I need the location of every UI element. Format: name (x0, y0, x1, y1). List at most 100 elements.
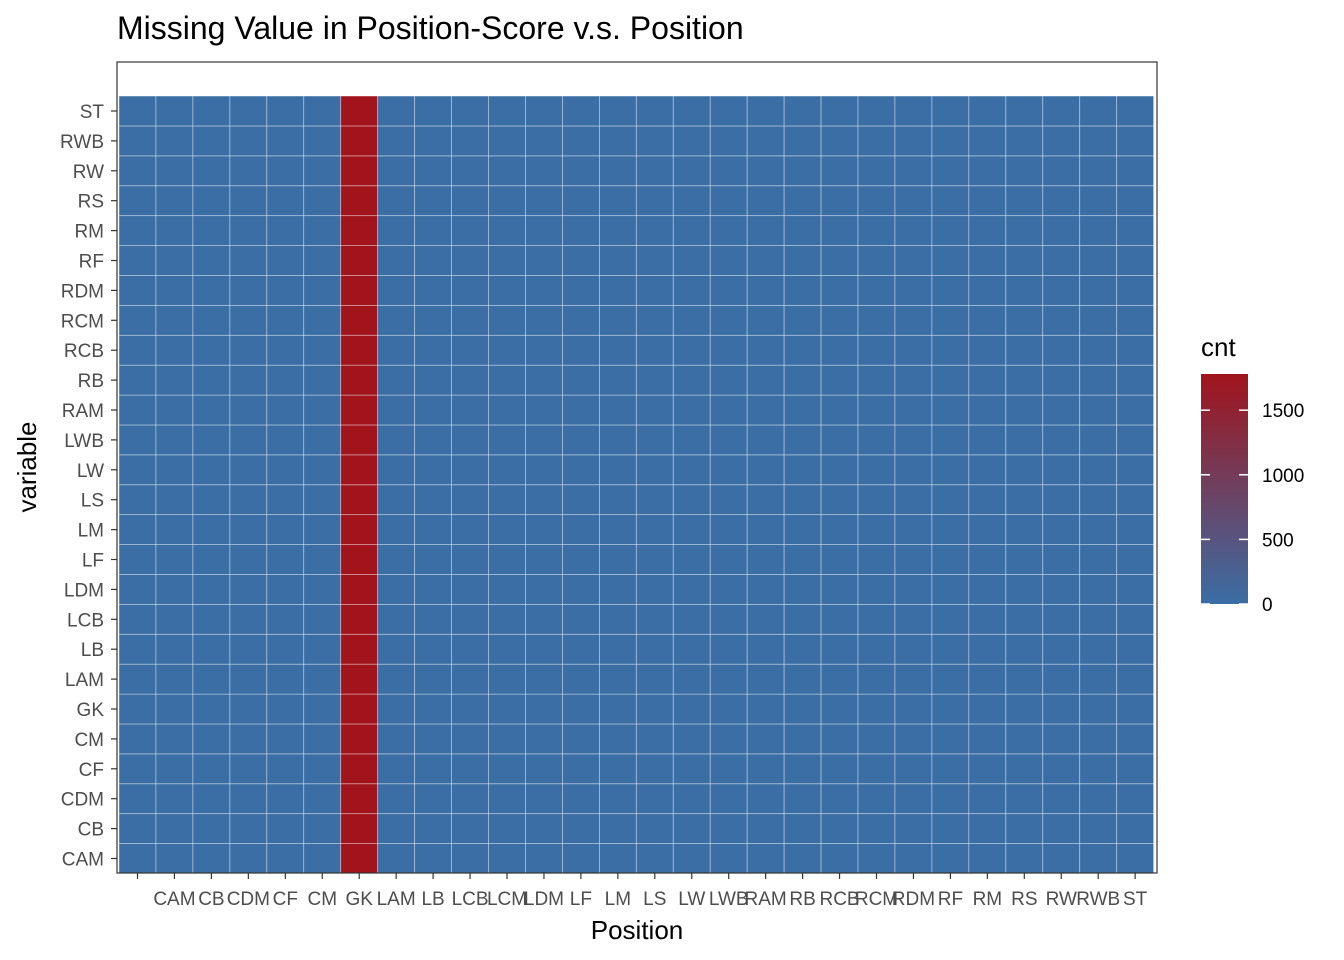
heatmap-tile (451, 544, 489, 575)
heatmap-tile (192, 215, 231, 246)
heatmap-tile (1005, 544, 1044, 575)
heatmap-tile (525, 334, 563, 366)
heatmap-tile (266, 544, 305, 575)
heatmap-tile (303, 753, 342, 785)
heatmap-tile (414, 514, 452, 545)
heatmap-tile (488, 304, 526, 336)
heatmap-tile (525, 454, 563, 486)
heatmap-tile (931, 185, 970, 217)
heatmap-tiles (118, 95, 1155, 874)
x-axis-title: Position (591, 915, 684, 945)
heatmap-tile (562, 544, 600, 575)
heatmap-tile (857, 574, 896, 605)
heatmap-tile (968, 95, 1007, 127)
heatmap-tile (340, 753, 379, 785)
heatmap-tile (820, 484, 859, 516)
heatmap-tile (1042, 364, 1081, 396)
heatmap-tile (931, 454, 970, 486)
heatmap-tile (488, 693, 526, 725)
heatmap-tile (598, 185, 637, 217)
heatmap-tile (377, 304, 416, 336)
heatmap-tile (340, 723, 379, 755)
heatmap-tile (857, 514, 896, 545)
heatmap-tile (155, 454, 194, 486)
heatmap-tile (562, 843, 600, 874)
heatmap-tile (1042, 603, 1081, 635)
heatmap-tile (783, 454, 822, 486)
heatmap-tile (820, 603, 859, 635)
x-tick-label: GK (345, 889, 373, 910)
heatmap-tile (783, 574, 822, 605)
y-tick-label: LF (82, 551, 104, 572)
heatmap-tile (451, 574, 489, 605)
heatmap-tile (931, 753, 970, 785)
heatmap-tile (1079, 663, 1118, 695)
heatmap-tile (931, 424, 970, 456)
heatmap-tile (1005, 95, 1044, 127)
heatmap-tile (1005, 753, 1044, 785)
heatmap-tile (192, 304, 231, 336)
heatmap-tile (598, 484, 637, 516)
heatmap-tile (488, 275, 526, 306)
heatmap-tile (709, 185, 748, 217)
heatmap-tile (414, 544, 452, 575)
heatmap-tile (155, 394, 194, 426)
heatmap-tile (783, 155, 822, 187)
heatmap-tile (118, 723, 157, 755)
heatmap-tile (894, 275, 933, 306)
heatmap-tile (266, 125, 305, 157)
x-tick-label: RDM (892, 889, 935, 910)
heatmap-tile (340, 843, 379, 874)
heatmap-tile (303, 574, 342, 605)
heatmap-tile (266, 663, 305, 695)
heatmap-tile (746, 424, 785, 456)
heatmap-tile (931, 334, 970, 366)
heatmap-tile (1079, 633, 1118, 665)
heatmap-tile (672, 843, 711, 874)
heatmap-tile (709, 633, 748, 665)
heatmap-tile (229, 603, 268, 635)
heatmap-tile (562, 603, 600, 635)
heatmap-tile (229, 155, 268, 187)
heatmap-tile (525, 843, 563, 874)
heatmap-tile (192, 364, 231, 396)
heatmap-tile (857, 125, 896, 157)
heatmap-tile (1079, 484, 1118, 516)
heatmap-tile (894, 364, 933, 396)
heatmap-tile (1116, 783, 1155, 815)
y-tick-label: LW (77, 461, 104, 482)
heatmap-tile (931, 723, 970, 755)
heatmap-tile (1005, 514, 1044, 545)
heatmap-tile (118, 663, 157, 695)
heatmap-tile (598, 245, 637, 276)
heatmap-tile (562, 574, 600, 605)
heatmap-tile (1079, 334, 1118, 366)
heatmap-tile (451, 753, 489, 785)
x-tick-label: LCM (487, 889, 527, 910)
heatmap-tile (931, 514, 970, 545)
heatmap-tile (192, 813, 231, 844)
heatmap-tile (598, 215, 637, 246)
heatmap-tile (451, 843, 489, 874)
heatmap-tile (451, 364, 489, 396)
x-tick-label: RCB (819, 889, 859, 910)
heatmap-tile (340, 215, 379, 246)
heatmap-tile (488, 723, 526, 755)
heatmap-tile (488, 574, 526, 605)
heatmap-tile (931, 633, 970, 665)
heatmap-tile (931, 125, 970, 157)
heatmap-tile (562, 125, 600, 157)
x-tick-label: LF (570, 889, 592, 910)
heatmap-tile (931, 215, 970, 246)
heatmap-tile (672, 394, 711, 426)
heatmap-tile (746, 155, 785, 187)
heatmap-tile (525, 424, 563, 456)
heatmap-tile (783, 484, 822, 516)
heatmap-tile (1005, 574, 1044, 605)
heatmap-tile (783, 693, 822, 725)
heatmap-tile (598, 693, 637, 725)
heatmap-tile (488, 394, 526, 426)
heatmap-tile (192, 245, 231, 276)
heatmap-tile (709, 155, 748, 187)
heatmap-tile (155, 275, 194, 306)
